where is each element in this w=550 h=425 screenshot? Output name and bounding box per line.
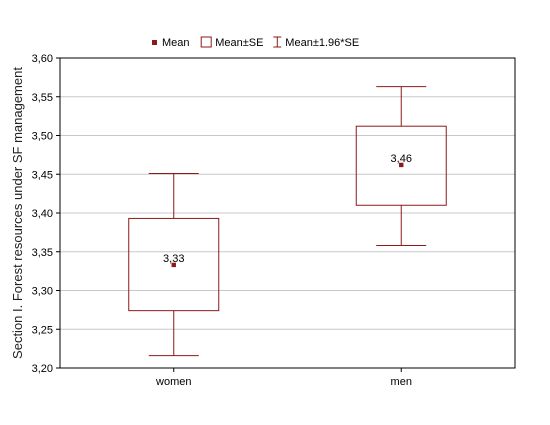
box-group-women: 3,33 — [128, 172, 220, 357]
legend-label: Mean±1.96*SE — [285, 37, 359, 49]
mean-data-label: 3,46 — [391, 153, 412, 165]
y-tick-label: 3,25 — [32, 324, 53, 336]
y-tick-label: 3,45 — [32, 169, 53, 181]
gridlines — [60, 96, 515, 330]
mean-marker — [398, 162, 405, 168]
y-axis-title: Section I. Forest resources under SF man… — [10, 67, 25, 359]
legend-item-point: Mean — [152, 37, 190, 49]
se-box — [355, 125, 447, 206]
se-box — [128, 217, 220, 312]
x-axis: women men — [155, 368, 412, 388]
legend-label: Mean±SE — [215, 37, 263, 49]
y-tick-label: 3,35 — [32, 247, 53, 259]
y-tick-label: 3,50 — [32, 131, 53, 143]
legend-se-box — [200, 36, 212, 48]
y-tick-label: 3,20 — [32, 363, 53, 375]
legend: Mean Mean±SE Mean±1.96*SE — [152, 36, 359, 49]
y-tick-label: 3,55 — [32, 92, 53, 104]
x-tick-label: women — [155, 376, 191, 388]
x-tick-label: men — [391, 376, 412, 388]
y-axis: 3,20 3,25 3,30 3,35 3,40 3,45 3,50 3,55 3,60 — [32, 53, 60, 375]
chart-marks: 3,33 3,46 — [128, 86, 447, 357]
y-tick-label: 3,30 — [32, 286, 53, 298]
y-tick-label: 3,40 — [32, 208, 53, 220]
y-tick-label: 3,60 — [32, 53, 53, 65]
legend-mean-marker — [152, 40, 157, 45]
legend-label: Mean — [162, 37, 190, 49]
mean-data-label: 3,33 — [163, 253, 184, 265]
box-group-men: 3,46 — [355, 86, 447, 247]
legend-item-box: Mean±SE — [200, 36, 263, 49]
mean-marker — [170, 262, 177, 268]
legend-item-whisker: Mean±1.96*SE — [273, 36, 359, 49]
